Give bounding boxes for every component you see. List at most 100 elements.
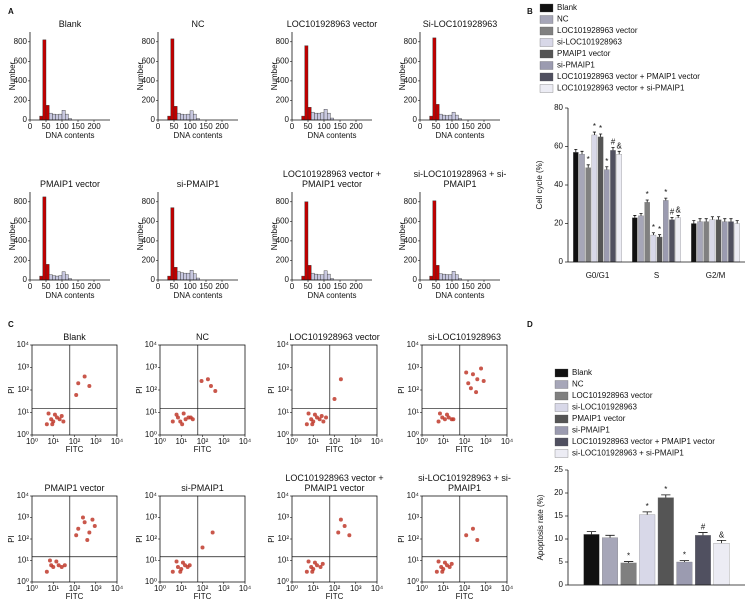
histogram-bar [429,115,434,121]
y-tick-label: 600 [276,216,290,225]
histogram-bar [448,114,453,121]
event-point [304,569,309,574]
event-point [76,526,81,531]
histogram-bar [55,275,59,281]
event-point [464,370,469,375]
legend-swatch [554,380,569,389]
significance-mark: & [676,206,682,215]
y-tick-label: 20 [554,219,563,228]
x-tick-label: 150 [333,122,347,131]
bar [676,561,693,586]
error-bar [676,215,680,218]
error-bar [729,218,733,222]
event-point [336,530,341,535]
y-tick-label: 800 [14,197,28,206]
event-point [321,419,326,424]
bar [703,221,709,263]
y-tick-label: 10¹ [277,556,289,565]
event-point [475,377,480,382]
panel-title: si-PMAIP1 [181,483,224,494]
histogram-bar [442,273,446,281]
event-point [324,415,329,420]
x-tick-label: 10⁰ [416,437,428,446]
event-point [310,422,315,427]
histogram-bar [311,111,315,121]
x-tick-label: 10⁰ [416,584,428,593]
x-axis-label: FITC [456,592,474,601]
x-tick-label: 10¹ [307,437,319,446]
y-tick-label: 0 [413,275,418,284]
event-point [61,419,66,424]
x-axis-label: DNA contents [436,291,485,300]
y-tick-label: 10² [407,385,419,394]
bar [695,535,711,586]
y-axis-label: PI [135,386,144,394]
y-tick-label: 10⁴ [407,491,420,500]
y-tick-label: 10⁴ [277,491,290,500]
event-point [47,558,52,563]
y-tick-label: 20 [554,488,563,497]
event-point [180,422,185,427]
error-bar [605,534,615,538]
bar [585,167,591,263]
error-bar [735,220,739,224]
y-tick-label: 10³ [407,513,419,522]
x-tick-label: 100 [445,122,459,131]
y-tick-label: 10⁰ [407,577,419,586]
event-point [464,533,469,538]
y-tick-label: 10² [145,385,157,394]
y-tick-label: 800 [404,37,418,46]
y-axis-label: Number [270,61,279,90]
histogram-bar [311,272,315,281]
y-axis-label: PI [135,535,144,543]
panel-title: si-LOC101928963 + si-PMAIP1 [418,473,511,494]
significance-mark: * [664,485,667,494]
event-point [442,417,447,422]
event-point [451,417,456,422]
event-point [92,524,97,529]
y-tick-label: 400 [14,236,28,245]
bar [610,150,616,263]
histogram-bar [180,113,184,121]
histogram-bar [317,274,322,281]
histogram-bar [176,271,181,281]
event-point [306,411,311,416]
error-bar [679,560,690,562]
histogram-bar [304,45,309,121]
panel-title: Blank [63,332,86,343]
bar [709,219,716,263]
x-tick-label: 10² [69,437,81,446]
event-point [481,379,486,384]
x-tick-label: 10² [197,437,209,446]
event-point [190,417,195,422]
significance-mark: * [664,188,667,197]
histogram-bar [439,273,443,281]
error-bar [723,218,727,222]
event-point [183,417,188,422]
panel-letter: D [527,320,533,329]
event-point [85,537,90,542]
bar [691,223,697,263]
panel-title-box: NC [192,19,205,29]
x-axis-label: DNA contents [436,131,485,140]
y-tick-label: 10¹ [145,408,157,417]
panel-title-box: si-LOC101928963 + si- PMAIP1 [414,169,507,189]
bar [632,217,638,263]
event-point [51,564,56,569]
histogram-bar [180,272,184,281]
x-tick-label: 10⁰ [154,437,166,446]
histogram-bar [323,270,328,281]
plot-frame [159,495,246,583]
histogram-bar [64,274,69,281]
histogram-bar [176,112,181,121]
error-bar [592,131,596,135]
y-tick-label: 10² [145,534,157,543]
legend-label: NC [557,15,569,24]
error-bar [664,197,668,201]
bar [644,202,650,263]
histogram-bar [435,104,440,121]
panel-title: si-LOC101928963 [427,332,502,343]
bar [656,236,663,263]
x-tick-label: 200 [349,282,363,291]
significance-mark: * [646,190,649,199]
